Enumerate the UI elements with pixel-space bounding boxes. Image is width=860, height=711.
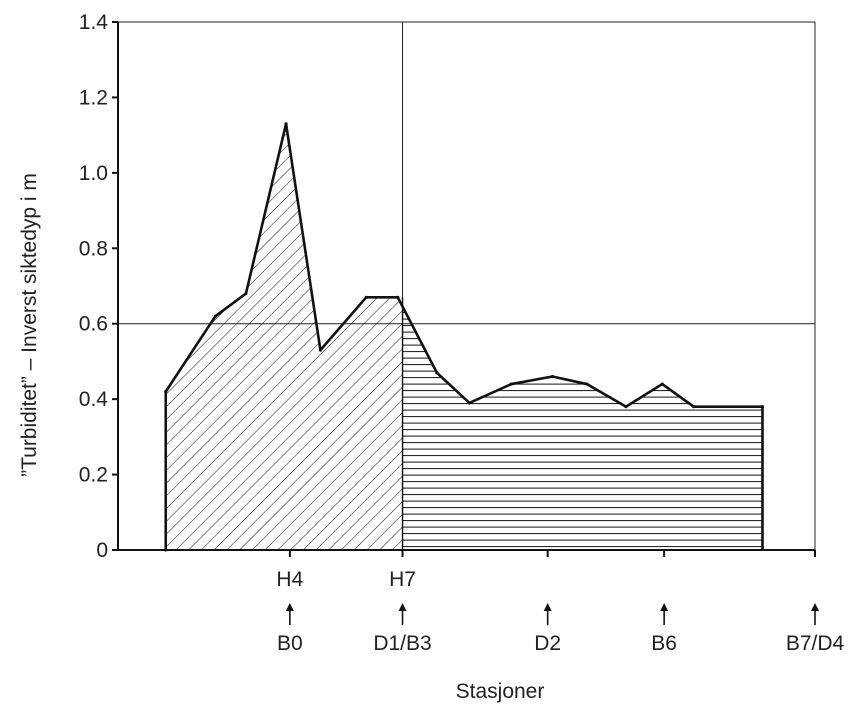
- x-axis-label: Stasjoner: [456, 680, 545, 703]
- data-point-16: [760, 405, 765, 409]
- data-point-7: [396, 295, 400, 299]
- data-point-2: [213, 314, 217, 318]
- station-label-upper-0: H4: [276, 568, 303, 591]
- y-axis: 0 0.2 0.4 0.6 0.8 1.0 1.2 1.4: [79, 11, 118, 562]
- data-point-8: [435, 371, 439, 375]
- data-point-3: [244, 291, 248, 296]
- data-point-5: [318, 348, 323, 352]
- data-point-0: [164, 548, 168, 552]
- y-tick-label-1: 0.2: [79, 464, 108, 487]
- station-label-lower-1: D1/B3: [373, 632, 431, 655]
- y-axis-label: ”Turbiditet” – Inverst siktedyp i m: [18, 173, 41, 477]
- station-label-lower-4: B7/D4: [786, 632, 845, 655]
- data-point-12: [585, 382, 589, 386]
- data-point-13: [624, 405, 628, 409]
- y-tick-label-4: 0.8: [79, 237, 108, 260]
- station-label-lower-0: B0: [277, 632, 303, 655]
- station-arrow-head-1: [398, 603, 407, 611]
- station-label-lower-2: D2: [534, 632, 561, 655]
- data-point-14: [660, 382, 664, 386]
- y-tick-label-5: 1.0: [79, 162, 108, 185]
- station-arrow-head-4: [811, 603, 819, 611]
- data-point-6: [364, 295, 368, 299]
- y-tick-label-0: 0: [96, 539, 108, 562]
- data-point-10: [509, 382, 513, 386]
- area-horizontal-hatch: [402, 306, 763, 550]
- data-point-15: [692, 405, 696, 409]
- data-point-1: [164, 390, 168, 394]
- data-point-11: [550, 374, 555, 379]
- data-point-9: [467, 401, 471, 405]
- y-tick-label-3: 0.6: [79, 313, 108, 336]
- station-arrow-head-3: [660, 603, 669, 611]
- series-line: [164, 122, 764, 550]
- x-axis: H4 B0 H7 D1/B3 D2 B6 B7/D4: [276, 550, 844, 655]
- series-lines: [164, 122, 765, 552]
- area-fills: [165, 123, 763, 550]
- station-arrow-head-0: [285, 603, 294, 611]
- y-tick-label-7: 1.4: [79, 11, 109, 34]
- data-point-4: [284, 122, 288, 126]
- y-tick-label-6: 1.2: [79, 86, 108, 109]
- station-label-lower-3: B6: [651, 632, 677, 655]
- station-arrow-head-2: [543, 603, 552, 611]
- area-diagonal-hatch: [165, 123, 403, 550]
- station-label-upper-1: H7: [389, 568, 416, 591]
- y-tick-label-2: 0.4: [79, 388, 109, 411]
